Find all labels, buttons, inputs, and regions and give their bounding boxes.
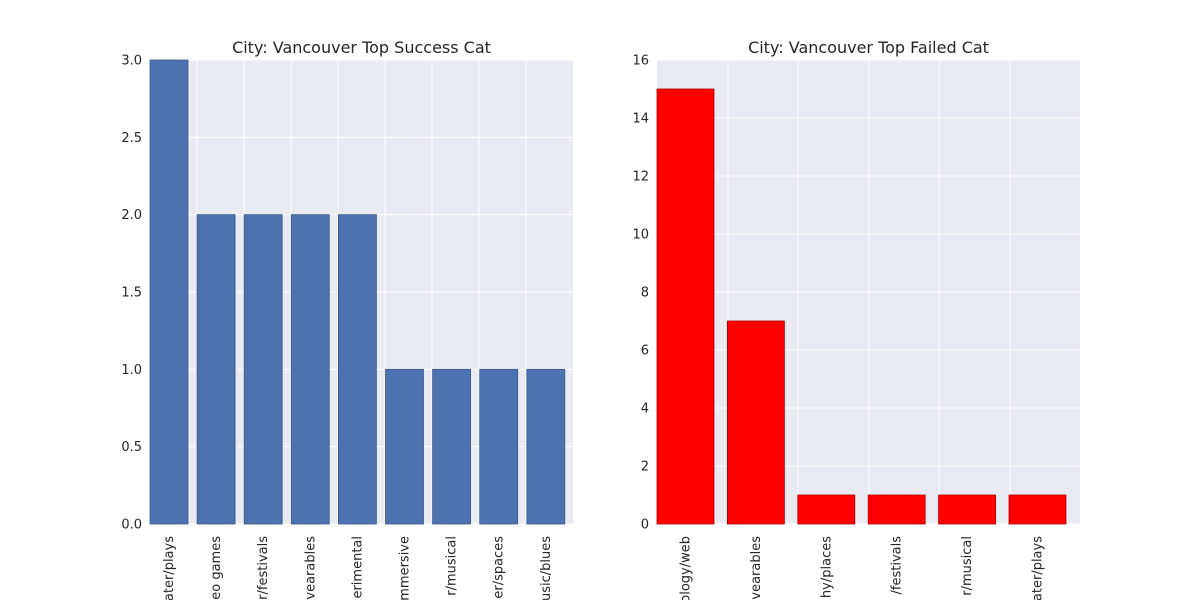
success-ytick-label: 2.5: [121, 131, 142, 146]
success-xtick-label: erimental: [350, 536, 365, 599]
failed-ytick-label: 12: [632, 170, 649, 185]
failed-xtick-label: vearables: [749, 536, 764, 600]
success-bar: [479, 368, 519, 525]
failed-xtick-label: hy/places: [819, 536, 834, 598]
success-ytick-label: 0.0: [121, 518, 142, 533]
failed-bar: [727, 320, 785, 525]
failed-xtick-label: ater/plays: [1031, 536, 1046, 600]
failed-bar: [656, 88, 715, 525]
success-bar: [149, 59, 189, 525]
success-bar: [432, 368, 472, 525]
failed-bar: [797, 494, 856, 525]
success-xtick-label: eo games: [209, 536, 224, 600]
success-xtick-label: er/spaces: [492, 536, 507, 599]
success-xtick-label: ater/plays: [162, 536, 177, 600]
success-ytick-label: 3.0: [121, 54, 142, 69]
failed-ytick-label: 2: [641, 460, 649, 475]
failed-bar: [867, 494, 926, 525]
failed-ytick-label: 4: [641, 402, 649, 417]
success-xtick-label: mmersive: [398, 536, 413, 600]
success-ytick-label: 0.5: [121, 440, 142, 455]
failed-bar: [1008, 494, 1067, 525]
failed-ytick-label: 14: [632, 112, 649, 127]
success-ytick-label: 1.5: [121, 286, 142, 301]
failed-bar: [938, 494, 996, 525]
failed-ytick-label: 8: [641, 286, 649, 301]
failed-ytick-label: 16: [632, 54, 649, 69]
success-ytick-label: 1.0: [121, 363, 142, 378]
success-xtick-label: vearables: [303, 536, 318, 600]
failed-xtick-label: ology/web: [679, 536, 694, 600]
success-bar: [526, 368, 566, 525]
failed-ytick-label: 10: [632, 228, 649, 243]
success-xtick-label: r/festivals: [256, 536, 271, 600]
success-bar: [196, 214, 236, 525]
success-chart: 0.0 0.5 1.0 1.5 2.0 2.5 3.0 ater/plays eo games r…: [121, 38, 573, 600]
failed-chart-title: City: Vancouver Top Failed Cat: [748, 38, 989, 57]
failed-ytick-label: 6: [641, 344, 649, 359]
failed-chart: 0 2 4 6 8 10 12 14 16 ology/web vearables hy/places…: [632, 38, 1080, 600]
success-ytick-label: 2.0: [121, 208, 142, 223]
success-bar: [290, 214, 330, 525]
success-bar: [385, 368, 424, 525]
success-bar: [337, 214, 377, 525]
success-xtick-label: r/musical: [445, 536, 460, 596]
failed-ytick-label: 0: [641, 518, 649, 533]
failed-xtick-label: r/musical: [960, 536, 975, 596]
failed-xtick-label: /festivals: [890, 536, 905, 595]
success-bar: [243, 214, 283, 525]
success-xtick-label: usic/blues: [539, 536, 554, 600]
success-chart-title: City: Vancouver Top Success Cat: [232, 38, 491, 57]
